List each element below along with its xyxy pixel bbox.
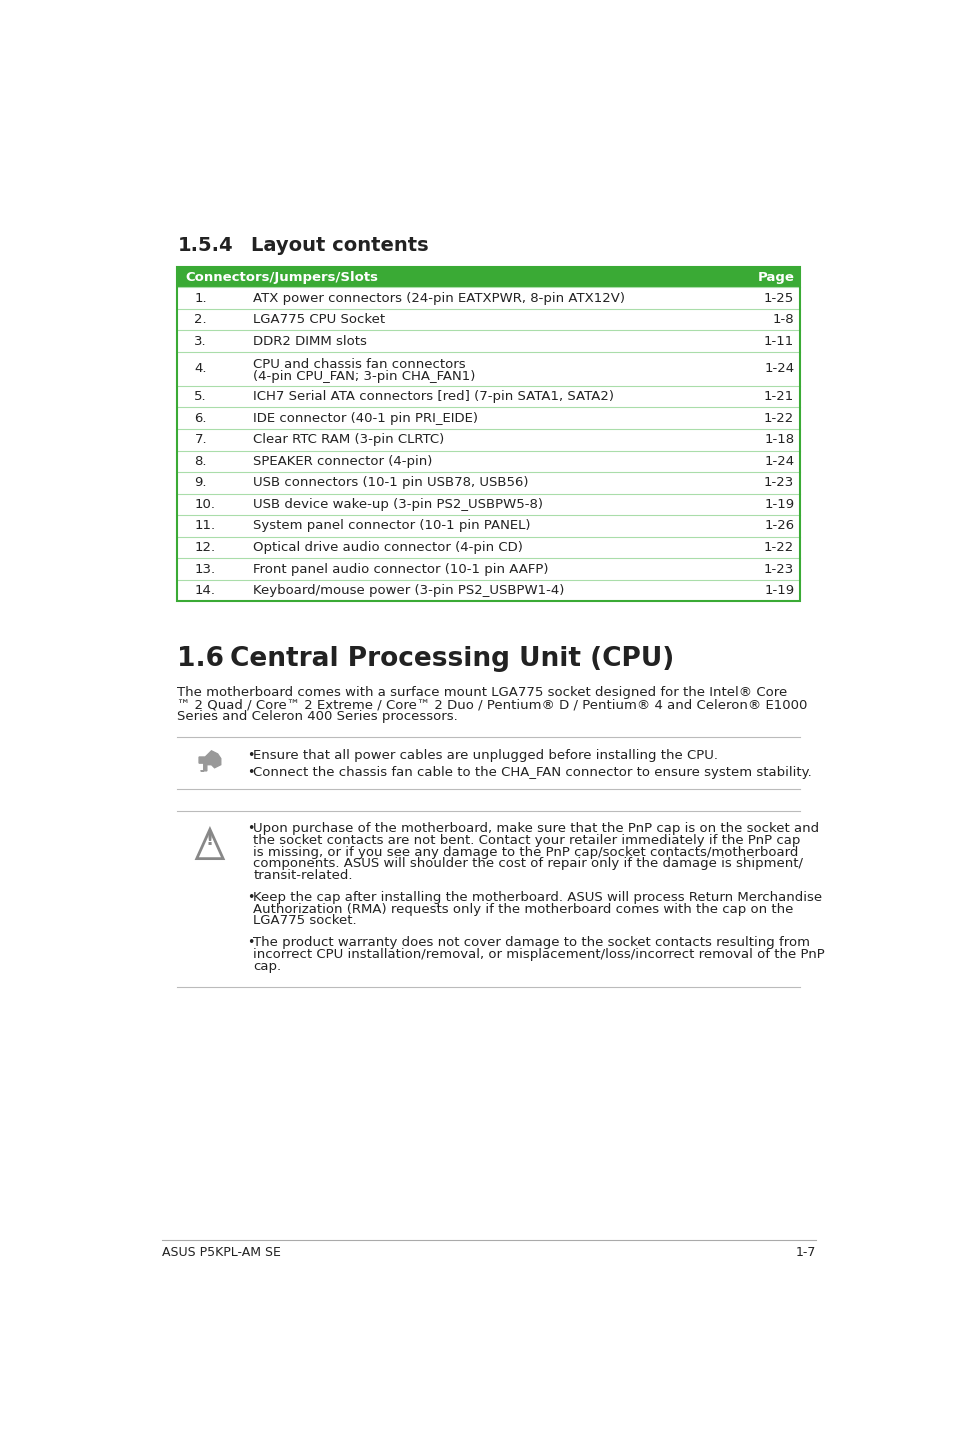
Text: 10.: 10. bbox=[194, 498, 215, 510]
Text: transit-related.: transit-related. bbox=[253, 870, 353, 883]
Text: 1.5.4: 1.5.4 bbox=[177, 236, 233, 256]
Text: 1-7: 1-7 bbox=[795, 1245, 815, 1258]
Text: 7.: 7. bbox=[194, 433, 207, 446]
Text: 1-18: 1-18 bbox=[763, 433, 794, 446]
Bar bbox=[177, 267, 800, 288]
Text: 1.: 1. bbox=[194, 292, 207, 305]
Text: System panel connector (10-1 pin PANEL): System panel connector (10-1 pin PANEL) bbox=[253, 519, 530, 532]
Text: Upon purchase of the motherboard, make sure that the PnP cap is on the socket an: Upon purchase of the motherboard, make s… bbox=[253, 821, 819, 834]
Text: ICH7 Serial ATA connectors [red] (7-pin SATA1, SATA2): ICH7 Serial ATA connectors [red] (7-pin … bbox=[253, 390, 614, 403]
Text: Optical drive audio connector (4-pin CD): Optical drive audio connector (4-pin CD) bbox=[253, 541, 522, 554]
Text: components. ASUS will shoulder the cost of repair only if the damage is shipment: components. ASUS will shoulder the cost … bbox=[253, 857, 802, 870]
Text: 5.: 5. bbox=[194, 390, 207, 403]
Text: Keep the cap after installing the motherboard. ASUS will process Return Merchand: Keep the cap after installing the mother… bbox=[253, 890, 821, 903]
Text: the socket contacts are not bent. Contact your retailer immediately if the PnP c: the socket contacts are not bent. Contac… bbox=[253, 834, 800, 847]
Text: !: ! bbox=[206, 831, 213, 850]
Text: •: • bbox=[247, 936, 254, 949]
Text: Keyboard/mouse power (3-pin PS2_USBPW1-4): Keyboard/mouse power (3-pin PS2_USBPW1-4… bbox=[253, 584, 564, 597]
Text: CPU and chassis fan connectors: CPU and chassis fan connectors bbox=[253, 358, 465, 371]
Text: 1-23: 1-23 bbox=[763, 562, 794, 575]
Text: 9.: 9. bbox=[194, 476, 207, 489]
Text: 3.: 3. bbox=[194, 335, 207, 348]
Text: 12.: 12. bbox=[194, 541, 215, 554]
Text: incorrect CPU installation/removal, or misplacement/loss/incorrect removal of th: incorrect CPU installation/removal, or m… bbox=[253, 948, 824, 961]
Text: 13.: 13. bbox=[194, 562, 215, 575]
Text: 1-23: 1-23 bbox=[763, 476, 794, 489]
Text: LGA775 CPU Socket: LGA775 CPU Socket bbox=[253, 313, 385, 326]
Text: SPEAKER connector (4-pin): SPEAKER connector (4-pin) bbox=[253, 454, 433, 467]
Text: Layout contents: Layout contents bbox=[251, 236, 428, 256]
Text: 1-24: 1-24 bbox=[763, 454, 794, 467]
Text: 11.: 11. bbox=[194, 519, 215, 532]
Text: IDE connector (40-1 pin PRI_EIDE): IDE connector (40-1 pin PRI_EIDE) bbox=[253, 411, 477, 424]
Polygon shape bbox=[199, 751, 220, 771]
Text: Series and Celeron 400 Series processors.: Series and Celeron 400 Series processors… bbox=[177, 710, 457, 723]
Text: 8.: 8. bbox=[194, 454, 207, 467]
Text: 14.: 14. bbox=[194, 584, 215, 597]
Text: Page: Page bbox=[757, 270, 794, 283]
Text: The product warranty does not cover damage to the socket contacts resulting from: The product warranty does not cover dama… bbox=[253, 936, 809, 949]
Text: 4.: 4. bbox=[194, 362, 207, 375]
Text: DDR2 DIMM slots: DDR2 DIMM slots bbox=[253, 335, 367, 348]
Text: Central Processing Unit (CPU): Central Processing Unit (CPU) bbox=[230, 646, 674, 672]
Text: cap.: cap. bbox=[253, 959, 281, 972]
Text: USB connectors (10-1 pin USB78, USB56): USB connectors (10-1 pin USB78, USB56) bbox=[253, 476, 528, 489]
Text: 1-22: 1-22 bbox=[763, 411, 794, 424]
Bar bbox=[177, 267, 800, 601]
Text: ™ 2 Quad / Core™ 2 Extreme / Core™ 2 Duo / Pentium® D / Pentium® 4 and Celeron® : ™ 2 Quad / Core™ 2 Extreme / Core™ 2 Duo… bbox=[177, 697, 807, 710]
Text: 1-24: 1-24 bbox=[763, 362, 794, 375]
Text: ASUS P5KPL-AM SE: ASUS P5KPL-AM SE bbox=[162, 1245, 280, 1258]
Text: (4-pin CPU_FAN; 3-pin CHA_FAN1): (4-pin CPU_FAN; 3-pin CHA_FAN1) bbox=[253, 371, 476, 384]
Text: Connect the chassis fan cable to the CHA_FAN connector to ensure system stabilit: Connect the chassis fan cable to the CHA… bbox=[253, 766, 811, 779]
Text: USB device wake-up (3-pin PS2_USBPW5-8): USB device wake-up (3-pin PS2_USBPW5-8) bbox=[253, 498, 543, 510]
Text: 1-11: 1-11 bbox=[763, 335, 794, 348]
Text: •: • bbox=[247, 749, 254, 762]
Text: 1-19: 1-19 bbox=[763, 584, 794, 597]
Text: Clear RTC RAM (3-pin CLRTC): Clear RTC RAM (3-pin CLRTC) bbox=[253, 433, 444, 446]
Text: ATX power connectors (24-pin EATXPWR, 8-pin ATX12V): ATX power connectors (24-pin EATXPWR, 8-… bbox=[253, 292, 624, 305]
Text: 1-21: 1-21 bbox=[763, 390, 794, 403]
Text: 1-8: 1-8 bbox=[772, 313, 794, 326]
Text: 1-22: 1-22 bbox=[763, 541, 794, 554]
Text: is missing, or if you see any damage to the PnP cap/socket contacts/motherboard: is missing, or if you see any damage to … bbox=[253, 846, 798, 858]
Text: 2.: 2. bbox=[194, 313, 207, 326]
Text: Connectors/Jumpers/Slots: Connectors/Jumpers/Slots bbox=[185, 270, 377, 283]
Text: Front panel audio connector (10-1 pin AAFP): Front panel audio connector (10-1 pin AA… bbox=[253, 562, 548, 575]
Text: 1-25: 1-25 bbox=[763, 292, 794, 305]
Text: 6.: 6. bbox=[194, 411, 207, 424]
Text: •: • bbox=[247, 821, 254, 834]
Text: 1-19: 1-19 bbox=[763, 498, 794, 510]
Text: 1-26: 1-26 bbox=[763, 519, 794, 532]
Text: 1.6: 1.6 bbox=[177, 646, 224, 672]
Text: Authorization (RMA) requests only if the motherboard comes with the cap on the: Authorization (RMA) requests only if the… bbox=[253, 903, 793, 916]
Text: •: • bbox=[247, 890, 254, 903]
Text: Ensure that all power cables are unplugged before installing the CPU.: Ensure that all power cables are unplugg… bbox=[253, 749, 718, 762]
Text: LGA775 socket.: LGA775 socket. bbox=[253, 915, 356, 928]
Text: •: • bbox=[247, 766, 254, 779]
Text: The motherboard comes with a surface mount LGA775 socket designed for the Intel®: The motherboard comes with a surface mou… bbox=[177, 686, 787, 699]
